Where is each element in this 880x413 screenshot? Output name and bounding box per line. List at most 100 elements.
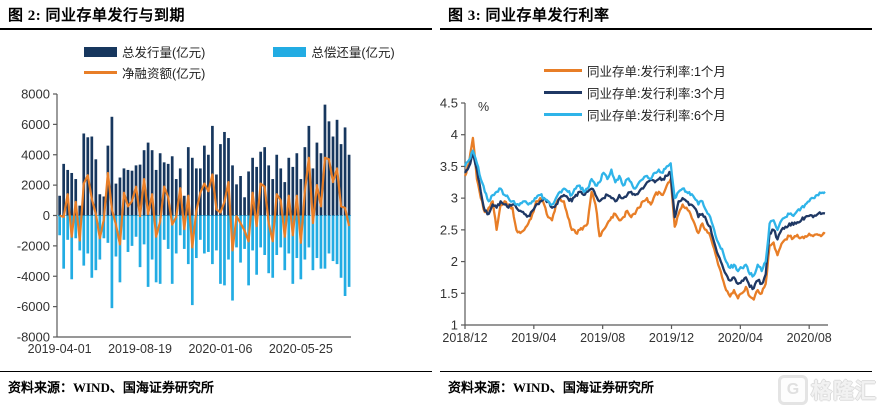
bar-issuance <box>327 121 331 216</box>
y-tick-label: 4000 <box>21 147 50 162</box>
bar-issuance <box>251 157 254 216</box>
figure-2: 图 2: 同业存单发行与到期 总发行量(亿元) 总偿还量(亿元) 净融资额(亿元… <box>0 8 440 395</box>
y-tick-label: 8000 <box>21 87 50 102</box>
y-tick-label: 2.5 <box>440 222 458 237</box>
bar-repayment <box>335 215 339 265</box>
bar-repayment <box>231 215 234 301</box>
bar-repayment <box>58 215 61 236</box>
bar-issuance <box>190 157 194 216</box>
bar-repayment <box>271 215 275 278</box>
bar-issuance <box>219 144 222 216</box>
bar-issuance <box>146 142 150 216</box>
bar-issuance <box>82 133 86 216</box>
y-tick-label: 4 <box>451 127 458 142</box>
bar-issuance <box>283 182 287 216</box>
issuance-swatch-icon <box>84 46 117 57</box>
bar-issuance <box>90 136 94 216</box>
legend-row: 总发行量(亿元) 总偿还量(亿元) <box>0 41 440 62</box>
legend-item-rate-3m: 同业存单:发行利率:3个月 <box>544 83 726 102</box>
bar-issuance <box>154 169 158 216</box>
bar-repayment <box>299 215 303 280</box>
bar-repayment <box>150 215 154 260</box>
bars-repayment <box>58 215 351 309</box>
bar-repayment <box>102 215 106 239</box>
y-tick-label: -4000 <box>17 269 50 284</box>
bar-issuance <box>174 179 178 216</box>
bar-repayment <box>291 215 295 284</box>
bar-issuance <box>110 116 114 216</box>
bar-repayment <box>251 215 254 251</box>
y-tick-label: 3 <box>451 191 458 206</box>
bar-repayment <box>267 215 271 274</box>
bar-repayment <box>227 215 230 260</box>
bar-issuance <box>130 170 134 216</box>
x-tick-label: 2018/12 <box>442 331 487 345</box>
y-tick-label: 1 <box>451 318 458 333</box>
bar-repayment <box>315 215 319 259</box>
bar-repayment <box>303 215 307 260</box>
bar-issuance <box>66 169 70 216</box>
bar-repayment <box>203 215 206 254</box>
rate-3m-swatch-icon <box>544 90 582 94</box>
bar-repayment <box>343 215 347 296</box>
bar-repayment <box>323 215 327 269</box>
bar-repayment <box>235 215 238 248</box>
bar-repayment <box>178 215 182 236</box>
bar-issuance <box>319 153 323 216</box>
bar-repayment <box>146 215 150 287</box>
bar-issuance <box>347 154 351 216</box>
legend-row: 同业存单:发行利率:6个月 <box>440 103 880 125</box>
legend-label-rate-6m: 同业存单:发行利率:6个月 <box>587 108 726 123</box>
bar-issuance <box>150 150 154 216</box>
bar-issuance <box>235 184 238 216</box>
bar-repayment <box>207 215 210 252</box>
bar-repayment <box>239 215 242 263</box>
y-tick-label: 4.5 <box>440 96 458 111</box>
x-tick-label: 2020/04 <box>718 331 763 345</box>
bar-repayment <box>347 215 351 287</box>
bar-repayment <box>283 215 287 271</box>
legend-item-net-financing: 净融资额(亿元) <box>84 63 205 82</box>
bar-issuance <box>158 153 162 216</box>
figure-3-source: 资料来源：WIND、国海证券研究所 <box>448 380 654 395</box>
bar-issuance <box>170 156 174 216</box>
bar-repayment <box>223 215 226 286</box>
bar-issuance <box>203 145 206 216</box>
bar-issuance <box>114 183 118 216</box>
bar-repayment <box>307 215 311 248</box>
bar-repayment <box>90 215 94 278</box>
rate-1m-swatch-icon <box>544 68 582 72</box>
legend-item-rate-1m: 同业存单:发行利率:1个月 <box>544 61 726 80</box>
y-tick-label: 2 <box>451 254 458 269</box>
y-tick-label: 0 <box>43 208 50 223</box>
y-tick-label: 1.5 <box>440 286 458 301</box>
bar-repayment <box>279 215 283 248</box>
bar-repayment <box>62 215 66 269</box>
unit-label: % <box>478 100 489 114</box>
bar-repayment <box>255 215 258 275</box>
bar-repayment <box>74 215 78 239</box>
legend-label-repayment: 总偿还量(亿元) <box>311 46 395 60</box>
rate-6m-swatch-icon <box>544 112 582 116</box>
bar-repayment <box>190 215 194 306</box>
figure-3: 图 3: 同业存单发行利率 同业存单:发行利率:1个月 同业存单:发行利率:3个… <box>440 0 880 413</box>
bar-repayment <box>134 215 138 237</box>
bar-issuance <box>70 172 74 216</box>
bar-issuance <box>303 147 307 216</box>
bar-issuance <box>62 163 66 216</box>
bar-issuance <box>215 174 218 216</box>
figure-2-title: 图 2: 同业存单发行与到期 <box>8 8 185 24</box>
bar-issuance <box>78 205 82 216</box>
bar-repayment <box>182 215 186 249</box>
bar-issuance <box>74 179 78 216</box>
legend-item-issuance: 总发行量(亿元) <box>84 42 205 61</box>
bar-repayment <box>114 215 118 257</box>
bar-issuance <box>102 196 106 216</box>
gelonghui-logo-icon: G <box>778 375 808 405</box>
x-tick-label: 2020-05-25 <box>269 342 333 356</box>
bar-repayment <box>186 215 190 265</box>
figure-2-title-rule <box>0 28 432 30</box>
bar-issuance <box>194 168 198 216</box>
x-tick-label: 2020-01-06 <box>188 342 252 356</box>
bar-issuance <box>271 179 275 216</box>
